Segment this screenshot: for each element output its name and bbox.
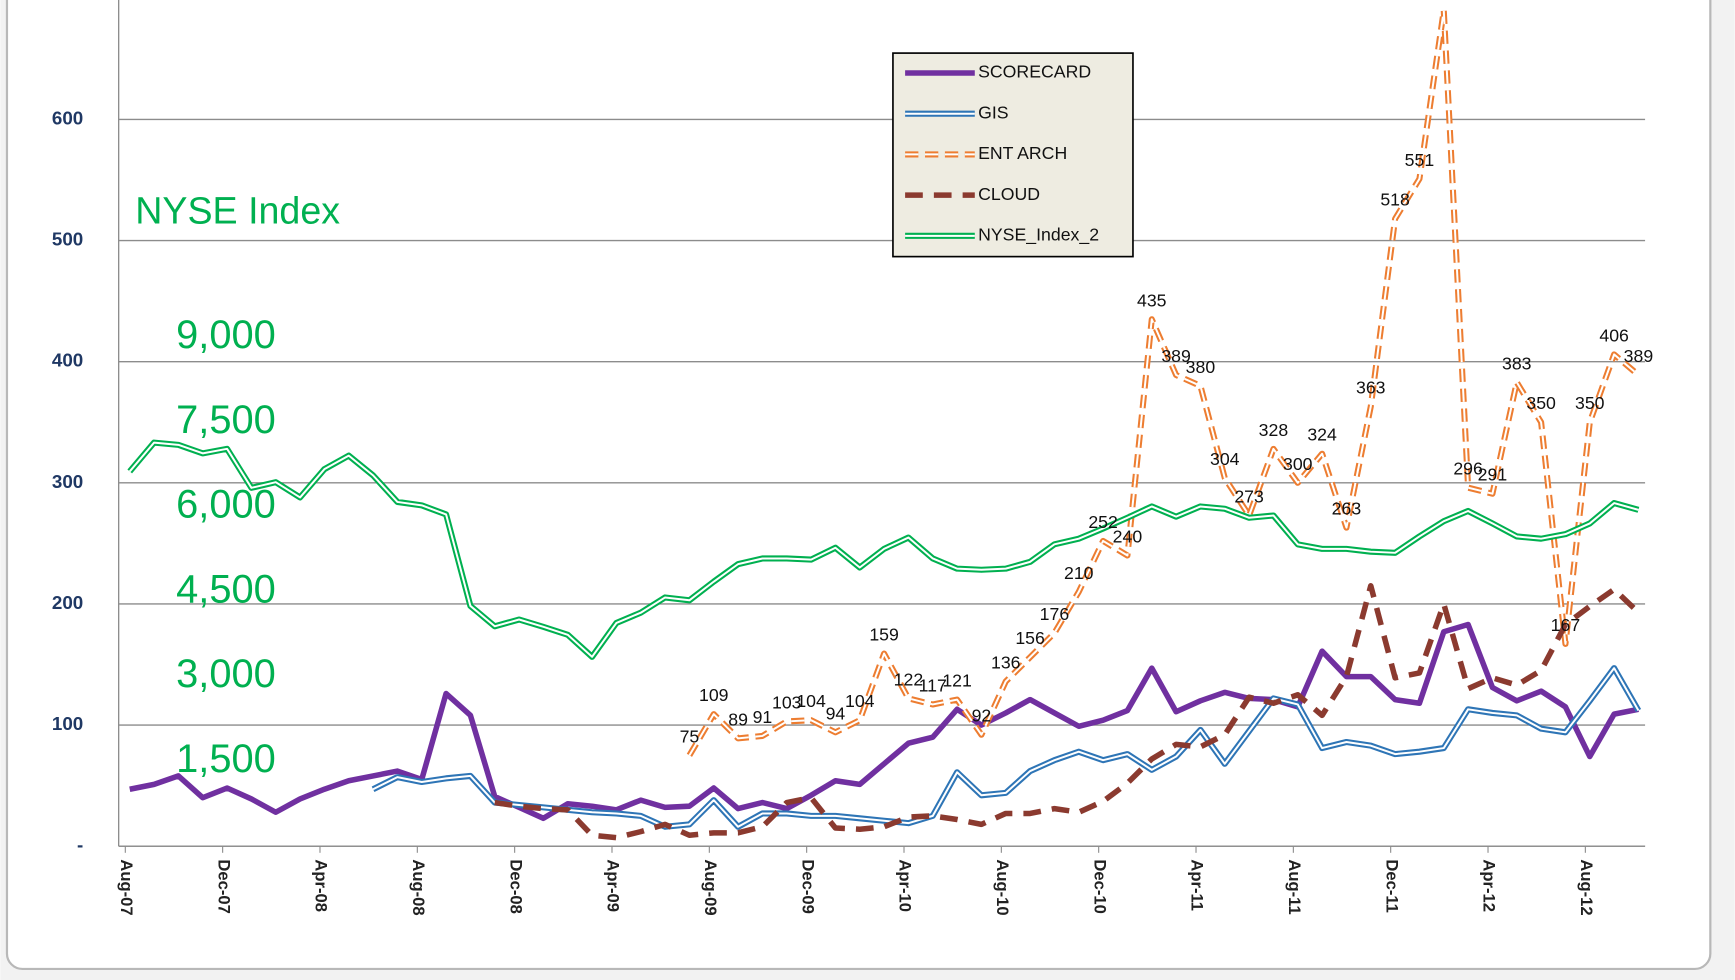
legend-label: CLOUD [978,184,1040,204]
data-label: 104 [796,691,826,711]
x-tick-label: Dec-11 [1382,859,1401,912]
data-label: 350 [1575,393,1605,413]
data-label: 350 [1526,393,1556,413]
grid [118,0,1646,847]
annotation: NYSE Index [135,189,340,231]
data-label: 117 [919,675,947,695]
data-label: 91 [753,707,773,727]
data-label: 551 [1405,150,1435,170]
data-label: 103 [772,692,802,712]
legend-label: SCORECARD [978,62,1091,82]
x-tick-label: Aug-08 [409,859,428,915]
y-tick-label: 500 [52,229,83,250]
y2-tick-label: 9,000 [176,313,276,357]
data-label: 273 [1234,486,1264,506]
x-tick-label: Aug-12 [1577,859,1596,915]
series-line [494,582,1641,841]
series-line-inner [128,441,1639,658]
x-tick-label: Aug-11 [1285,859,1304,914]
data-label: 167 [1551,615,1581,635]
data-label: 156 [1015,628,1045,648]
data-label: 300 [1283,454,1313,474]
x-tick-label: Aug-07 [117,859,136,915]
y2-tick-label: 7,500 [176,398,276,442]
y-tick-label: - [77,834,83,855]
data-label: 121 [942,671,972,691]
x-tick-label: Dec-10 [1090,859,1109,913]
data-label: 94 [826,703,846,723]
data-label: 240 [1113,526,1143,546]
data-label: 304 [1210,449,1240,469]
x-tick-label: Apr-10 [896,859,915,912]
data-label: 690 [1429,0,1459,1]
data-label: 406 [1599,325,1629,345]
series-line-inner [688,9,1640,756]
data-label: 380 [1186,357,1216,377]
data-label: 104 [845,691,875,711]
y2-tick-label: 4,500 [176,567,276,611]
data-label: 89 [728,709,748,729]
data-label: 75 [680,726,700,746]
x-tick-label: Aug-10 [993,859,1012,915]
labels: - 100 200 300 400 500 600 1,500 3,000 4,500 6,000 7… [52,0,1653,916]
x-tick-label: Apr-08 [312,859,331,912]
series-line [129,621,1639,822]
data-label: 136 [991,652,1021,672]
data-label: 389 [1624,346,1654,366]
legend-label: ENT ARCH [978,143,1067,163]
data-label: 291 [1478,465,1508,485]
x-tick-label: Apr-11 [1188,859,1207,911]
legend-label: NYSE_Index_2 [978,224,1099,245]
data-label: 435 [1137,290,1167,310]
y2-tick-label: 3,000 [176,652,276,696]
data-label: 109 [699,685,729,705]
y-tick-label: 100 [52,713,83,734]
data-label: 518 [1380,190,1410,210]
data-label: 252 [1088,512,1118,532]
data-label: 176 [1040,604,1070,624]
data-label: 328 [1259,420,1289,440]
series-line-inner [372,667,1640,828]
y2-tick-label: 6,000 [176,483,276,527]
lines [127,7,1642,841]
x-tick-label: Apr-12 [1480,859,1499,912]
data-label: 383 [1502,353,1532,373]
data-label: 92 [972,706,992,726]
data-label: 210 [1064,563,1094,583]
legend: SCORECARD GIS ENT ARCH CLOUD NYSE_Index_2 [892,52,1134,258]
y-tick-label: 200 [52,592,83,613]
x-tick-label: Dec-07 [214,859,233,913]
data-label: 122 [894,669,924,689]
x-tick-label: Dec-08 [506,859,525,913]
data-label: 159 [869,625,899,645]
data-label: 263 [1332,499,1362,519]
y-tick-label: 300 [52,471,83,492]
chart-area [5,0,1712,971]
x-tick-label: Apr-09 [604,859,623,912]
data-label: 363 [1356,377,1386,397]
x-tick-label: Dec-09 [798,859,817,913]
y2-tick-label: 1,500 [176,737,276,781]
x-tick-label: Aug-09 [701,859,720,915]
data-label: 296 [1453,459,1483,479]
y-tick-label: 600 [52,107,83,128]
data-label: 324 [1307,425,1337,445]
data-label: 389 [1161,346,1191,366]
legend-label: GIS [978,102,1008,122]
y-tick-label: 400 [52,350,83,371]
